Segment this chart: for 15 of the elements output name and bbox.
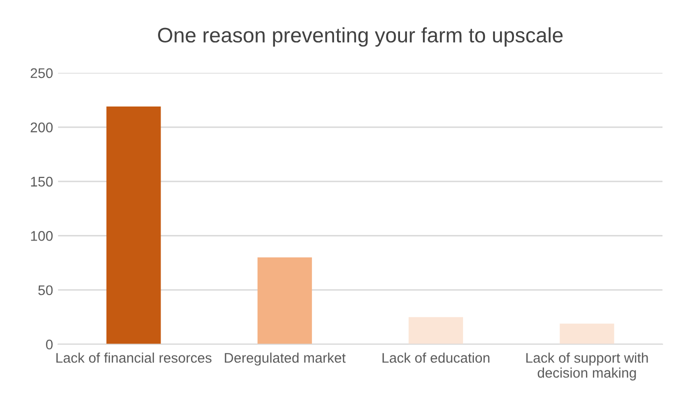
y-tick-label: 100 (31, 231, 53, 241)
y-tick-label: 50 (38, 285, 53, 296)
y-tick-label: 200 (30, 122, 53, 132)
chart-title: One reason preventing your farm to upscale (158, 27, 563, 47)
bar (258, 257, 312, 344)
x-tick-label: Deregulated market (224, 352, 346, 366)
y-tick-label: 150 (31, 176, 53, 187)
x-tick-label: Lack of support with decision making (526, 352, 648, 380)
bar (106, 106, 161, 344)
y-tick-label: 0 (46, 340, 53, 350)
x-tick-label: Lack of financial resorces (56, 352, 212, 363)
y-tick-label: 250 (30, 68, 53, 78)
bar (408, 317, 464, 344)
x-tick-label: Lack of education (382, 352, 490, 363)
bar (560, 324, 614, 344)
